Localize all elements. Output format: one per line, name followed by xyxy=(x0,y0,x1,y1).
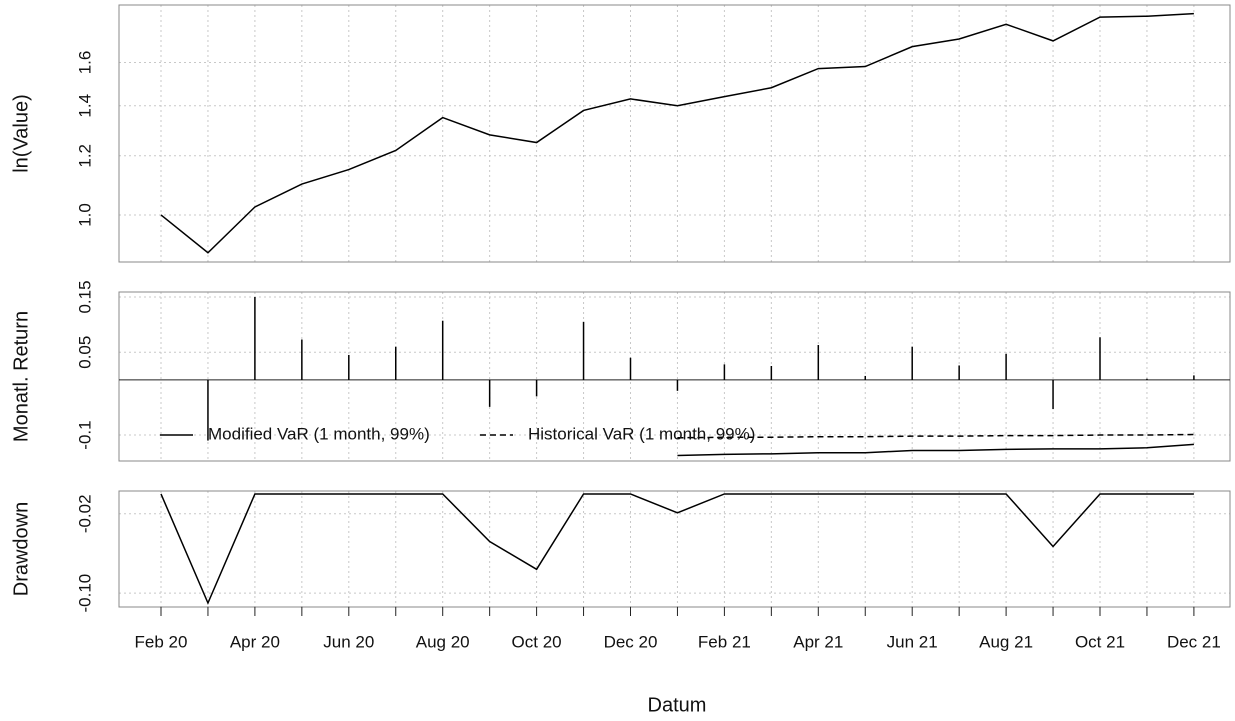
x-tick-label: Oct 20 xyxy=(512,632,562,651)
x-tick-label: Apr 21 xyxy=(793,632,843,651)
x-tick-label: Aug 20 xyxy=(416,632,470,651)
x-axis-label: Datum xyxy=(648,694,707,716)
y-axis-label: ln(Value) xyxy=(10,94,32,173)
panel-box xyxy=(118,291,1231,462)
line xyxy=(160,493,1194,605)
x-tick-label: Aug 21 xyxy=(979,632,1033,651)
y-tick-label: 0.05 xyxy=(75,336,94,369)
y-tick-label: 1.0 xyxy=(75,203,94,227)
y-tick-label: -0.02 xyxy=(75,494,94,533)
x-tick-label: Apr 20 xyxy=(230,632,280,651)
x-tick-label: Feb 20 xyxy=(135,632,188,651)
y-tick-label: 1.6 xyxy=(75,51,94,75)
y-tick-label: 0.15 xyxy=(75,280,94,313)
legend-label: Modified VaR (1 month, 99%) xyxy=(208,425,430,444)
y-tick-label: -0.1 xyxy=(75,420,94,449)
panel-box xyxy=(118,4,1231,263)
legend-label: Historical VaR (1 month, 99%) xyxy=(528,425,755,444)
panel-box xyxy=(118,490,1231,608)
y-tick-label: -0.10 xyxy=(75,574,94,613)
y-axis-label: Monatl. Return xyxy=(10,311,32,442)
var-line xyxy=(677,443,1194,457)
x-tick-label: Feb 21 xyxy=(698,632,751,651)
x-tick-label: Jun 20 xyxy=(323,632,374,651)
line xyxy=(160,12,1194,254)
var-line xyxy=(677,433,1194,439)
y-tick-label: 1.4 xyxy=(75,94,94,118)
x-tick-label: Dec 21 xyxy=(1167,632,1221,651)
x-tick-label: Oct 21 xyxy=(1075,632,1125,651)
y-tick-label: 1.2 xyxy=(75,144,94,168)
x-tick-label: Jun 21 xyxy=(887,632,938,651)
x-tick-label: Dec 20 xyxy=(604,632,658,651)
y-axis-label: Drawdown xyxy=(10,502,32,596)
